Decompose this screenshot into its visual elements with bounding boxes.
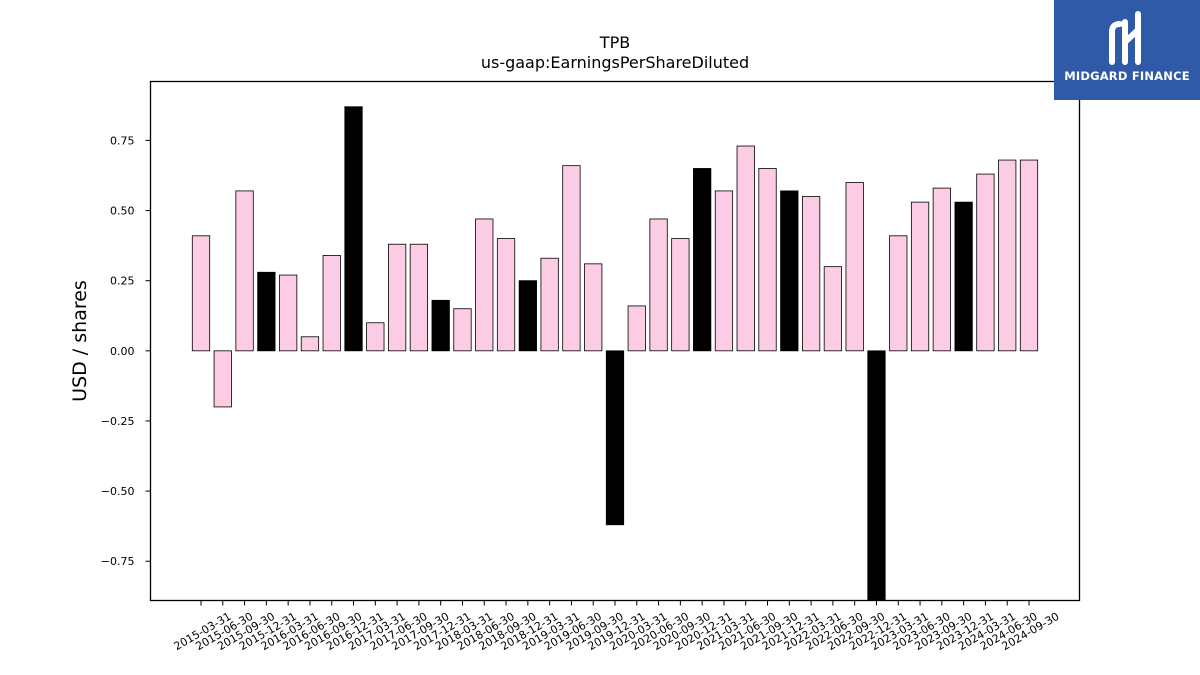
chart-title: TPB: [599, 33, 630, 52]
plot-frame: [149, 80, 1081, 602]
bar-2018-06-30: [475, 218, 494, 352]
y-axis-ticks: −0.75 −0.50 −0.25 0.00 0.25 0.50 0.75: [101, 134, 151, 568]
y-axis-label: USD / shares: [69, 280, 91, 402]
bar-2019-12-31: [605, 350, 625, 526]
bar-2024-09-30: [1019, 159, 1039, 352]
bar-2016-12-31: [344, 106, 363, 352]
bar-2017-09-30: [409, 243, 429, 352]
y-tick-label: −0.75: [101, 555, 135, 568]
bar-2023-12-31: [954, 201, 973, 352]
bar-2015-09-30: [235, 190, 254, 352]
y-tick-label: −0.50: [101, 485, 135, 498]
chart-subtitle: us-gaap:EarningsPerShareDiluted: [481, 53, 749, 72]
bar-2020-12-31: [693, 168, 712, 352]
bar-2023-03-31: [889, 235, 908, 352]
bar-2016-09-30: [322, 255, 341, 352]
x-axis-ticks: 2015-03-312015-06-302015-09-302015-12-31…: [172, 600, 1062, 653]
bar-2021-09-30: [758, 168, 777, 352]
bar-2022-03-31: [801, 196, 821, 352]
bar-2022-09-30: [845, 182, 864, 352]
bar-2021-12-31: [780, 190, 799, 352]
bar-2015-12-31: [257, 271, 276, 352]
bar-2018-12-31: [518, 280, 537, 352]
bar-2017-03-31: [366, 322, 385, 352]
y-tick-label: 0.75: [110, 134, 135, 147]
bar-2021-03-31: [714, 190, 734, 352]
y-tick-label: −0.25: [101, 415, 135, 428]
bar-2019-06-30: [562, 165, 581, 352]
y-tick-label: 0.50: [110, 205, 135, 218]
bars-layer: [191, 106, 1039, 601]
bar-2017-06-30: [387, 243, 407, 352]
bar-2023-09-30: [932, 187, 951, 352]
y-tick-label: 0.00: [110, 345, 135, 358]
bar-2023-06-30: [910, 201, 930, 352]
bar-2018-03-31: [453, 308, 472, 352]
bar-2020-09-30: [671, 238, 690, 352]
bar-2018-09-30: [496, 238, 516, 352]
bar-2015-03-31: [191, 235, 211, 352]
midgard-finance-logo: MIDGARD FINANCE: [1054, 0, 1200, 100]
bar-2019-09-30: [584, 263, 603, 352]
bar-2019-03-31: [540, 257, 559, 352]
bar-2020-03-31: [627, 305, 646, 352]
bar-2022-06-30: [823, 266, 843, 352]
bar-2016-06-30: [300, 336, 320, 352]
bar-2021-06-30: [736, 145, 755, 352]
midgard-logo-icon: [1109, 11, 1141, 65]
bar-2017-12-31: [431, 299, 450, 352]
logo-name: MIDGARD FINANCE: [1064, 69, 1190, 83]
bar-2024-06-30: [998, 159, 1017, 352]
bar-2015-06-30: [213, 350, 232, 408]
bar-2016-03-31: [279, 274, 298, 352]
bar-2020-06-30: [649, 218, 668, 352]
bar-2024-03-31: [976, 173, 995, 352]
bar-2022-12-31: [867, 350, 886, 601]
y-tick-label: 0.25: [110, 275, 135, 288]
